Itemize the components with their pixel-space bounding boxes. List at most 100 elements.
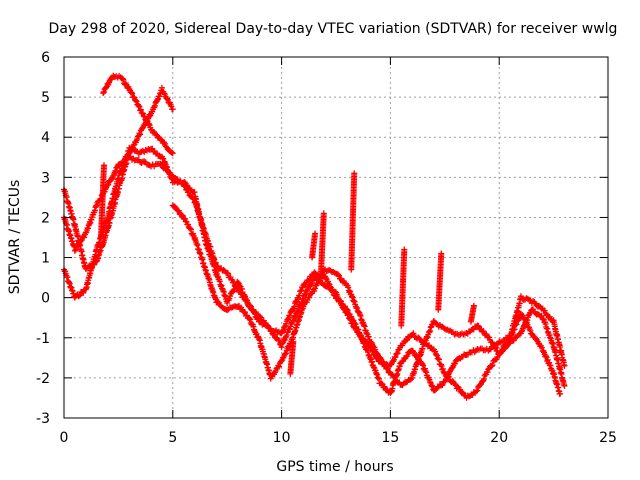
- data-point: [390, 373, 397, 380]
- data-point: [338, 298, 345, 305]
- data-point: [394, 350, 401, 357]
- data-point: [379, 358, 386, 365]
- spike: [317, 210, 327, 281]
- data-point: [214, 298, 221, 305]
- data-point: [246, 302, 253, 309]
- y-axis-label: SDTVAR / TECUs: [7, 180, 23, 295]
- data-point: [451, 360, 458, 367]
- data-point: [187, 225, 194, 232]
- data-point: [365, 333, 372, 340]
- series-track-3: [61, 84, 176, 272]
- data-point: [484, 369, 491, 376]
- data-point: [140, 113, 147, 120]
- data-point: [489, 362, 496, 369]
- data-point: [528, 330, 535, 337]
- data-point: [527, 327, 534, 334]
- data-point: [168, 172, 175, 179]
- data-point: [439, 382, 446, 389]
- x-tick-label: 5: [168, 430, 177, 446]
- data-point: [152, 131, 159, 138]
- data-point: [242, 309, 249, 316]
- data-point: [145, 120, 152, 127]
- data-point: [257, 314, 264, 321]
- data-point: [445, 373, 452, 380]
- data-point: [263, 321, 270, 328]
- data-point: [434, 384, 441, 391]
- y-tick-label: 2: [41, 210, 50, 226]
- data-point: [163, 95, 170, 102]
- data-point: [347, 316, 354, 323]
- data-point: [345, 312, 352, 319]
- data-point: [433, 320, 440, 327]
- data-point: [300, 303, 307, 310]
- data-point: [541, 307, 548, 314]
- data-point: [503, 340, 510, 347]
- data-point: [247, 303, 254, 310]
- series-track-2: [61, 153, 568, 401]
- data-point: [169, 150, 176, 157]
- data-point: [100, 162, 107, 169]
- series-track-1: [61, 144, 564, 397]
- data-point: [311, 285, 318, 292]
- data-point: [499, 347, 506, 354]
- grid-lines: [64, 57, 608, 418]
- data-point: [120, 76, 127, 83]
- data-point: [80, 289, 87, 296]
- data-point: [404, 352, 411, 359]
- data-point: [416, 335, 423, 342]
- data-point: [557, 390, 564, 397]
- x-tick-label: 25: [599, 430, 617, 446]
- data-point: [498, 348, 505, 355]
- data-point: [190, 195, 197, 202]
- chart-title: Day 298 of 2020, Sidereal Day-to-day VTE…: [49, 21, 618, 37]
- data-point: [105, 181, 112, 188]
- data-point: [290, 338, 297, 345]
- data-point: [271, 331, 278, 338]
- data-point: [337, 297, 344, 304]
- data-point: [401, 246, 408, 253]
- data-point: [561, 362, 568, 369]
- data-point: [71, 247, 78, 254]
- data-point: [169, 106, 176, 113]
- data-point: [303, 287, 310, 294]
- data-point: [128, 89, 135, 96]
- data-point: [346, 315, 353, 322]
- data-point: [112, 167, 119, 174]
- y-tick-label: 5: [41, 90, 50, 106]
- data-point: [175, 207, 182, 214]
- y-tick-label: 6: [41, 50, 50, 66]
- data-point: [392, 354, 399, 361]
- series-track-4: [100, 72, 176, 157]
- data-point: [368, 347, 375, 354]
- data-point: [322, 274, 329, 281]
- data-point: [474, 387, 481, 394]
- data-point: [100, 90, 107, 97]
- data-point: [334, 271, 341, 278]
- data-point: [538, 312, 545, 319]
- data-point: [232, 282, 239, 289]
- data-point: [561, 382, 568, 389]
- data-point: [225, 270, 232, 277]
- spike: [398, 246, 408, 329]
- spike: [97, 162, 107, 241]
- spike: [435, 250, 445, 313]
- y-tick-label: 4: [41, 130, 50, 146]
- data-point: [76, 292, 83, 299]
- data-point: [438, 250, 445, 257]
- data-point: [320, 210, 327, 217]
- x-tick-label: 15: [381, 430, 399, 446]
- data-point: [275, 336, 282, 343]
- data-point: [492, 344, 499, 351]
- data-point: [132, 97, 139, 104]
- data-point: [391, 374, 398, 381]
- data-point: [157, 136, 164, 143]
- data-point: [276, 363, 283, 370]
- data-point: [137, 131, 144, 138]
- y-tick-label: 0: [41, 291, 50, 307]
- data-point: [349, 320, 356, 327]
- data-point: [91, 261, 98, 268]
- data-point: [182, 183, 189, 190]
- data-point: [137, 106, 144, 113]
- data-point: [158, 84, 165, 91]
